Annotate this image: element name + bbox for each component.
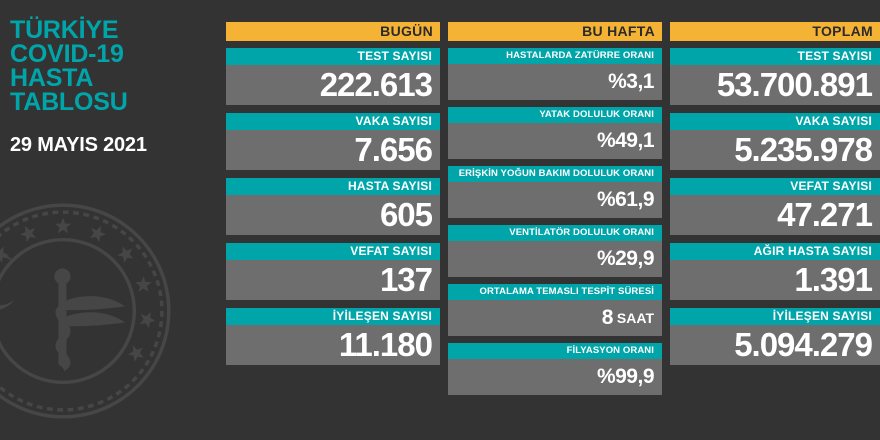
stat-value: 53.700.891 [670, 65, 880, 105]
stat-value-number: %29,9 [596, 247, 655, 270]
column-header-total: TOPLAM [670, 22, 880, 41]
stat-card: AĞIR HASTA SAYISI 1.391 [670, 243, 880, 300]
card-list-this-week: HASTALARDA ZATÜRRE ORANI %3,1 YATAK DOLU… [448, 48, 662, 395]
stat-label: İYİLEŞEN SAYISI [226, 308, 440, 325]
title-line-2: COVID-19 [10, 40, 124, 68]
stat-value-number: %49,1 [596, 129, 655, 152]
stat-card: İYİLEŞEN SAYISI 5.094.279 [670, 308, 880, 365]
card-list-today: TEST SAYISI 222.613 VAKA SAYISI 7.656 HA… [226, 48, 440, 365]
stat-value-number: %99,9 [596, 365, 655, 388]
stat-label: FİLYASYON ORANI [448, 343, 662, 359]
title-line-4: TABLOSU [10, 88, 128, 116]
stat-label: HASTALARDA ZATÜRRE ORANI [448, 48, 662, 64]
stat-value: 605 [226, 195, 440, 235]
stat-value: %49,1 [448, 123, 662, 159]
stat-card: VAKA SAYISI 7.656 [226, 113, 440, 170]
ministry-of-health-emblem-icon [0, 196, 178, 426]
stat-card: İYİLEŞEN SAYISI 11.180 [226, 308, 440, 365]
stat-card: YATAK DOLULUK ORANI %49,1 [448, 107, 662, 159]
stat-value: %3,1 [448, 64, 662, 100]
stat-value-number: %61,9 [596, 188, 655, 211]
report-date: 29 MAYIS 2021 [10, 134, 147, 156]
stat-card: ERİŞKİN YOĞUN BAKIM DOLULUK ORANI %61,9 [448, 166, 662, 218]
column-header-this-week: BU HAFTA [448, 22, 662, 41]
stat-label: TEST SAYISI [670, 48, 880, 65]
stat-card: TEST SAYISI 53.700.891 [670, 48, 880, 105]
stat-card: VEFAT SAYISI 47.271 [670, 178, 880, 235]
stat-label: VAKA SAYISI [670, 113, 880, 130]
column-this-week: BU HAFTA HASTALARDA ZATÜRRE ORANI %3,1 Y… [448, 22, 662, 402]
stat-label: İYİLEŞEN SAYISI [670, 308, 880, 325]
stat-value: %99,9 [448, 359, 662, 395]
stat-value-number: 8 [601, 306, 614, 329]
stat-value-unit: SAAT [616, 310, 654, 326]
stat-card: TEST SAYISI 222.613 [226, 48, 440, 105]
stat-value: 47.271 [670, 195, 880, 235]
stat-card: HASTA SAYISI 605 [226, 178, 440, 235]
stat-value: %61,9 [448, 182, 662, 218]
stat-value: 1.391 [670, 260, 880, 300]
stat-label: YATAK DOLULUK ORANI [448, 107, 662, 123]
stat-value: 7.656 [226, 130, 440, 170]
stat-card: VENTİLATÖR DOLULUK ORANI %29,9 [448, 225, 662, 277]
stat-card: VAKA SAYISI 5.235.978 [670, 113, 880, 170]
stat-label: VAKA SAYISI [226, 113, 440, 130]
stat-label: HASTA SAYISI [226, 178, 440, 195]
stat-card: ORTALAMA TEMASLI TESPİT SÜRESİ 8 SAAT [448, 284, 662, 336]
stat-label: TEST SAYISI [226, 48, 440, 65]
stat-label: VENTİLATÖR DOLULUK ORANI [448, 225, 662, 241]
stat-value: 8 SAAT [448, 300, 662, 336]
stat-value: 222.613 [226, 65, 440, 105]
stat-label: VEFAT SAYISI [670, 178, 880, 195]
stat-label: AĞIR HASTA SAYISI [670, 243, 880, 260]
column-total: TOPLAM TEST SAYISI 53.700.891 VAKA SAYIS… [670, 22, 880, 373]
column-header-today: BUGÜN [226, 22, 440, 41]
stat-value: 5.094.279 [670, 325, 880, 365]
stat-value: 11.180 [226, 325, 440, 365]
page-title: TÜRKİYE COVID-19 HASTA TABLOSU [10, 16, 220, 116]
title-line-1: TÜRKİYE [10, 16, 119, 44]
stat-label: ERİŞKİN YOĞUN BAKIM DOLULUK ORANI [448, 166, 662, 182]
title-line-3: HASTA [10, 64, 94, 92]
title-block: TÜRKİYE COVID-19 HASTA TABLOSU 29 MAYIS … [10, 18, 220, 157]
stat-value: %29,9 [448, 241, 662, 277]
card-list-total: TEST SAYISI 53.700.891 VAKA SAYISI 5.235… [670, 48, 880, 365]
stat-card: VEFAT SAYISI 137 [226, 243, 440, 300]
stat-label: VEFAT SAYISI [226, 243, 440, 260]
column-today: BUGÜN TEST SAYISI 222.613 VAKA SAYISI 7.… [226, 22, 440, 373]
stat-value: 137 [226, 260, 440, 300]
stat-value: 5.235.978 [670, 130, 880, 170]
stat-card: FİLYASYON ORANI %99,9 [448, 343, 662, 395]
stat-value-number: %3,1 [608, 70, 654, 93]
stat-label: ORTALAMA TEMASLI TESPİT SÜRESİ [448, 284, 662, 300]
stat-card: HASTALARDA ZATÜRRE ORANI %3,1 [448, 48, 662, 100]
